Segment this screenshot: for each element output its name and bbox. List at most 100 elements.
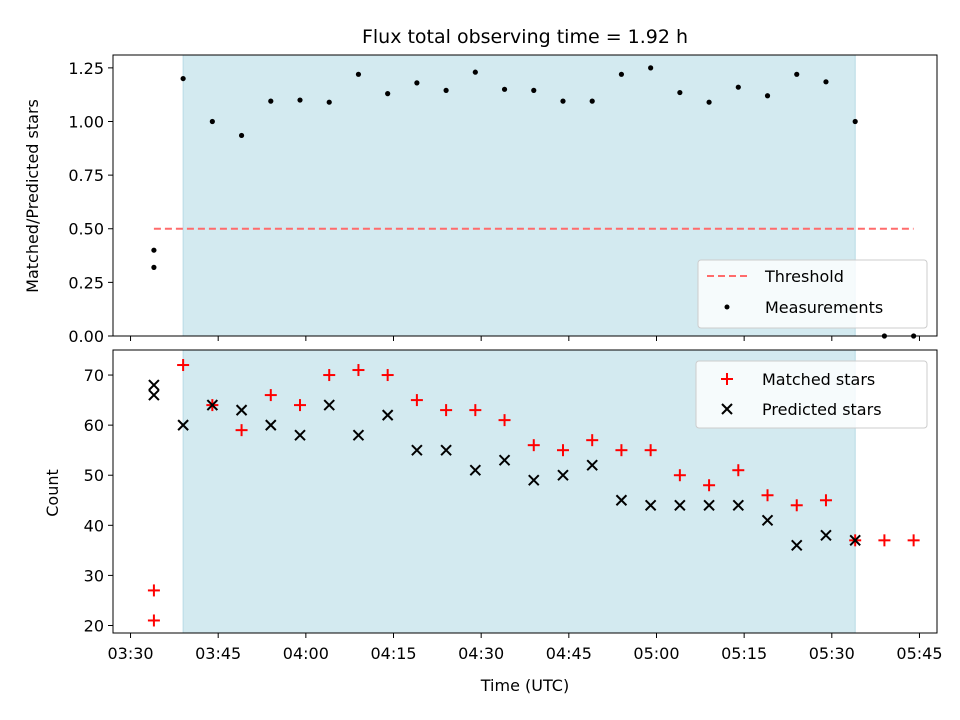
top-x-ticks bbox=[130, 336, 920, 341]
bottom-panel: 20 30 40 50 60 70 03:30 03:45 04:00 04:15 04:30 04… bbox=[43, 349, 943, 695]
matched-star-point bbox=[410, 394, 423, 407]
legend-threshold-label: Threshold bbox=[764, 267, 844, 286]
measurement-point bbox=[209, 118, 215, 125]
bottom-ytick-label: 30 bbox=[84, 566, 104, 585]
measurement-point bbox=[794, 71, 800, 77]
measurement-point bbox=[531, 87, 537, 93]
predicted-star-point bbox=[732, 499, 745, 511]
measurement-point bbox=[151, 264, 157, 270]
matched-star-point bbox=[673, 469, 686, 482]
bottom-ytick-label: 20 bbox=[84, 616, 104, 635]
predicted-star-point bbox=[791, 539, 803, 552]
predicted-star-point bbox=[498, 454, 511, 466]
measurement-point bbox=[151, 247, 157, 253]
matched-star-point bbox=[586, 434, 599, 447]
top-ytick-label: 1.00 bbox=[68, 112, 104, 131]
predicted-star-point bbox=[323, 399, 335, 411]
predicted-star-point bbox=[849, 534, 861, 547]
measurement-point bbox=[414, 80, 420, 86]
predicted-star-point bbox=[761, 514, 774, 527]
matched-star-point bbox=[352, 364, 365, 377]
top-ytick-label: 0.00 bbox=[68, 327, 104, 346]
xtick-label: 03:30 bbox=[107, 644, 153, 663]
bottom-ytick-label: 40 bbox=[84, 516, 104, 535]
measurement-point bbox=[560, 98, 566, 104]
top-legend-box bbox=[697, 259, 928, 329]
bottom-y-axis-label: Count bbox=[43, 469, 62, 517]
matched-star-point bbox=[644, 444, 657, 457]
matched-star-point bbox=[878, 534, 891, 547]
xtick-label: 05:30 bbox=[809, 644, 855, 663]
measurement-point bbox=[355, 71, 362, 77]
bottom-ytick-label: 50 bbox=[84, 466, 104, 485]
predicted-star-point bbox=[235, 404, 248, 416]
measurement-point bbox=[238, 132, 245, 139]
matched-star-point bbox=[147, 614, 160, 627]
top-ytick-label: 1.25 bbox=[68, 59, 104, 78]
matched-star-point bbox=[323, 369, 336, 382]
matched-star-point bbox=[147, 584, 160, 597]
matched-star-point bbox=[761, 489, 774, 502]
bottom-points-layer bbox=[147, 359, 920, 627]
matched-star-point bbox=[235, 424, 248, 437]
matched-star-point bbox=[907, 534, 920, 547]
top-ytick-label: 0.25 bbox=[68, 273, 104, 292]
matched-star-point bbox=[732, 464, 745, 477]
predicted-star-point bbox=[411, 444, 423, 456]
measurement-point bbox=[326, 99, 332, 105]
measurement-point bbox=[443, 87, 449, 93]
legend-predicted-label: Predicted stars bbox=[762, 400, 882, 419]
measurement-point bbox=[268, 98, 274, 104]
x-axis-label: Time (UTC) bbox=[480, 676, 569, 695]
measurement-point bbox=[823, 79, 829, 85]
predicted-star-point bbox=[294, 429, 306, 441]
predicted-star-point bbox=[674, 499, 686, 511]
predicted-star-point bbox=[557, 469, 569, 481]
measurement-point bbox=[764, 93, 771, 99]
predicted-star-point bbox=[148, 389, 160, 401]
xtick-label: 05:15 bbox=[721, 644, 767, 663]
top-ytick-label: 0.50 bbox=[68, 220, 104, 239]
legend-matched-label: Matched stars bbox=[762, 370, 875, 389]
predicted-star-point bbox=[820, 529, 832, 542]
legend-predicted-swatch bbox=[721, 403, 733, 415]
predicted-star-point bbox=[469, 464, 482, 476]
measurement-point bbox=[297, 97, 303, 103]
matched-star-point bbox=[527, 439, 540, 452]
measurement-point bbox=[852, 118, 858, 125]
bottom-ytick-label: 60 bbox=[84, 416, 104, 435]
measurement-point bbox=[618, 71, 625, 77]
bottom-legend-box bbox=[695, 360, 928, 429]
measurement-point bbox=[589, 98, 595, 104]
measurement-point bbox=[501, 86, 508, 92]
chart-title: Flux total observing time = 1.92 h bbox=[362, 26, 688, 48]
predicted-star-point bbox=[381, 409, 394, 421]
predicted-star-point bbox=[352, 429, 365, 441]
top-panel: 0.00 0.25 0.50 0.75 1.00 1.25 Matched/Predict… bbox=[23, 54, 938, 346]
legend-matched-swatch bbox=[721, 373, 733, 385]
xtick-label: 05:00 bbox=[633, 644, 679, 663]
top-legend: Threshold Measurements bbox=[697, 259, 928, 329]
top-plot-frame bbox=[112, 54, 938, 337]
measurement-point bbox=[735, 84, 741, 90]
matched-star-point bbox=[264, 389, 277, 402]
matched-star-point bbox=[294, 399, 307, 412]
predicted-star-point bbox=[528, 474, 540, 486]
top-y-axis-label: Matched/Predicted stars bbox=[23, 99, 42, 293]
bottom-plot-frame bbox=[112, 349, 938, 634]
xtick-label: 04:45 bbox=[546, 644, 592, 663]
matched-star-point bbox=[498, 414, 511, 427]
bottom-legend: Matched stars Predicted stars bbox=[695, 360, 928, 429]
measurement-point bbox=[180, 75, 186, 82]
predicted-star-point bbox=[148, 379, 160, 391]
matched-star-point bbox=[819, 494, 832, 507]
top-ytick-label: 0.75 bbox=[68, 166, 104, 185]
measurement-point bbox=[706, 99, 712, 105]
xtick-label: 03:45 bbox=[195, 644, 241, 663]
predicted-star-point bbox=[440, 444, 452, 456]
top-y-ticks: 0.00 0.25 0.50 0.75 1.00 1.25 bbox=[68, 59, 113, 346]
legend-measurements-swatch bbox=[724, 304, 730, 310]
predicted-star-point bbox=[615, 494, 628, 506]
predicted-star-point bbox=[703, 499, 715, 511]
